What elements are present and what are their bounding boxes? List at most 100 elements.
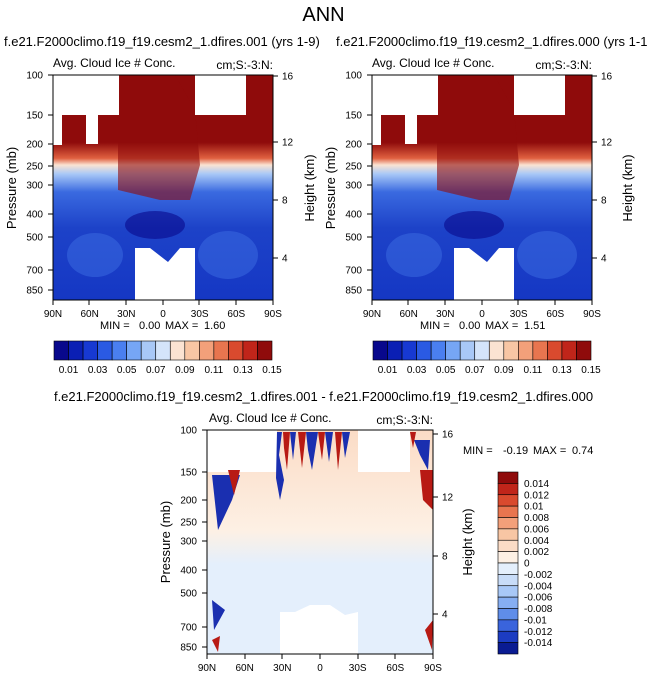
panel2-ytick-pressure-label: 200 [345,140,362,151]
panel1-xtick-label: 0 [160,309,166,320]
colorbar-top-left-swatch [111,340,127,361]
panel2-mask-topright [514,75,565,115]
panel3-ytick-pressure-label: 300 [180,537,197,548]
colorbar-top-right-swatch [387,340,403,361]
colorbar-diff-swatch [497,517,519,530]
panel2-mask-topleft [372,75,438,115]
colorbar-top-right-label: 0.09 [494,365,514,376]
axis-tick-labels: 90N 60N 30N 0 30S 60S 90S 100 150 200 250 300 400 500… [26,71,612,675]
panel3-mask-bottom [280,605,358,654]
panel1-mask-topleft [53,75,119,115]
panel3-ylabel-left: Pressure (mb) [158,501,173,583]
panel3-ytick-height-label: 4 [442,610,448,621]
panel3-xtick-label: 60N [235,663,253,674]
panel3-title: f.e21.F2000climo.f19_f19.cesm2_1.dfires.… [53,389,594,404]
panel2-ytick-pressure-label: 150 [345,111,362,122]
panel2-dark-core [444,211,504,239]
colorbar-diff-swatch [497,505,519,518]
panel1-ticks [48,74,278,305]
panel3-min-label: MIN = [463,445,493,457]
colorbar-diff-label: 0.002 [524,547,549,558]
panel3-mask-topleft [207,430,277,472]
panel2-xtick-label: 90S [583,309,601,320]
colorbar-top-right-swatch [401,340,417,361]
colorbar-top-left-swatch [97,340,113,361]
panel3-min-value: -0.19 [503,445,528,457]
panel2-lobe-left [386,233,442,277]
panel2-xtick-label: 30N [436,309,454,320]
colorbar-diff-swatch [497,471,519,484]
colorbar-top-left-swatch [140,340,157,361]
panel1-ytick-pressure-label: 700 [26,266,43,277]
panel1-xtick-label: 90S [264,309,282,320]
colorbar-diff-swatch [497,642,519,655]
colorbar-diff-label: 0.012 [524,490,549,501]
panel2-mask-edge [372,115,381,145]
colorbar-diff-label: -0.008 [524,604,553,615]
panel2-ytick-height-label: 12 [601,138,613,149]
colorbar-diff-swatch [497,585,519,598]
panel2-mask-notch [405,115,417,144]
colorbar-top-right-label: 0.07 [465,365,485,376]
panel2-ytick-pressure-label: 700 [345,266,362,277]
panel3-xtick-label: 30S [349,663,367,674]
panel1-mask-edge [53,115,62,145]
colorbar-top-right-label: 0.05 [436,365,456,376]
panel3-ylabel-right: Height (km) [460,508,475,575]
panel1-ytick-pressure-label: 200 [26,140,43,151]
panel3-xtick-label: 90N [198,663,216,674]
colorbar-diff-swatch [497,608,519,621]
colorbar-top-left-swatch [213,340,229,361]
panel1-ytick-pressure-label: 100 [26,71,43,82]
colorbar-diff-label: -0.004 [524,581,553,592]
panel1-xtick-label: 90N [44,309,62,320]
panel2-ylabel-right: Height (km) [620,154,635,221]
panel2-min-value: 0.00 [459,320,480,332]
panel1-min-value: 0.00 [139,320,160,332]
panel3-ytick-pressure-label: 850 [180,643,197,654]
colorbar-top-right-label: 0.15 [581,365,601,376]
panel1-ytick-height-label: 4 [282,254,288,265]
panel1-ytick-pressure-label: 300 [26,181,43,192]
panel1-ytick-pressure-label: 250 [26,162,43,173]
panel1-ytick-pressure-label: 500 [26,233,43,244]
panel3-ytick-pressure-label: 500 [180,589,197,600]
colorbar-top-left-label: 0.15 [262,365,282,376]
colorbar-top-right-swatch [503,340,519,361]
panel3-ytick-height-label: 12 [442,493,454,504]
panel3-xtick-label: 30N [273,663,291,674]
panel1-ytick-pressure-label: 400 [26,210,43,221]
panel1-core [118,75,200,200]
panel2-xtick-label: 90N [363,309,381,320]
panel1-ytick-height-label: 12 [282,138,294,149]
panel3-ytick-pressure-label: 150 [180,468,197,479]
colorbar-top-right-swatch [518,340,534,361]
panel1-title: f.e21.F2000climo.f19_f19.cesm2_1.dfires.… [4,34,320,49]
panel1-xtick-label: 60S [227,309,245,320]
panel3-xtick-label: 0 [317,663,323,674]
panel2-minmax: MIN = 0.00 MAX = 1.51 [420,320,545,332]
panel2-xtick-label: 60S [546,309,564,320]
colorbar-diff-swatch [497,539,519,552]
panel3-ytick-height-label: 16 [442,430,454,441]
colorbar-top-left-label: 0.03 [88,365,108,376]
colorbar-diff-label: 0.004 [524,536,549,547]
panel2-subtitle-left: Avg. Cloud Ice # Conc. [372,56,495,70]
colorbar-diff-swatch [497,494,519,507]
panel1-min-label: MIN = [100,320,130,332]
colorbar-diff-label: -0.002 [524,570,553,581]
colorbar-top-left-swatch [228,340,244,361]
colorbar-top-right-label: 0.11 [523,365,542,376]
colorbar-diff-label: 0.006 [524,524,549,535]
colorbar-top-left-label: 0.13 [233,365,253,376]
colorbar-diff-swatch [497,562,519,575]
colorbar-top-right-swatch [445,340,461,361]
panel1-ytick-pressure-label: 850 [26,286,43,297]
panel2-ytick-pressure-label: 500 [345,233,362,244]
panel2-ticks [367,74,597,305]
panel3-ytick-height-label: 8 [442,552,448,563]
panel2-min-label: MIN = [420,320,450,332]
panel3-xtick-label: 60S [386,663,404,674]
panel2-xtick-label: 60N [399,309,417,320]
